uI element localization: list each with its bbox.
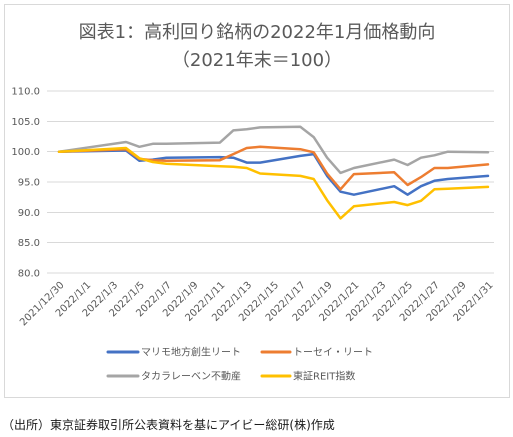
series-lines	[57, 125, 490, 220]
legend-label-tosei-reit: トーセイ・リート	[293, 347, 373, 359]
y-tick-label: 105.0	[11, 117, 40, 128]
series-line-tse-reit-index	[57, 146, 490, 220]
legend: マリモ地方創生リート トーセイ・リート タカラレーベン不動産 東証REIT指数	[106, 346, 373, 383]
y-tick-label: 80.0	[18, 269, 40, 280]
y-tick-label: 90.0	[18, 208, 40, 219]
legend-item-takara-leben: タカラレーベン不動産	[106, 370, 241, 383]
source-note: （出所）東京証券取引所公表資料を基にアイビー総研(株)作成	[2, 417, 335, 432]
series-line-tosei-reit	[57, 145, 490, 191]
legend-item-tosei-reit: トーセイ・リート	[260, 347, 373, 359]
legend-item-marimo-reit: マリモ地方創生リート	[106, 346, 241, 359]
series-line-takara-leben	[57, 125, 490, 175]
y-axis-tick-labels: 80.0 85.0 90.0 95.0 100.0 105.0 110.0	[11, 87, 40, 280]
chart-title: 図表1：高利回り銘柄の2022年1月価格動向	[79, 22, 436, 43]
legend-label-takara-leben: タカラレーベン不動産	[141, 370, 241, 383]
chart-area-border	[4, 4, 510, 398]
y-tick-label: 85.0	[18, 238, 40, 249]
y-tick-label: 110.0	[11, 87, 40, 98]
legend-label-marimo-reit: マリモ地方創生リート	[141, 346, 241, 359]
legend-item-tse-reit-index: 東証REIT指数	[260, 370, 355, 383]
y-tick-label: 100.0	[11, 147, 40, 158]
legend-label-tse-reit-index: 東証REIT指数	[293, 370, 355, 383]
chart-subtitle: （2021年末＝100）	[172, 50, 342, 71]
y-tick-label: 95.0	[18, 178, 40, 189]
